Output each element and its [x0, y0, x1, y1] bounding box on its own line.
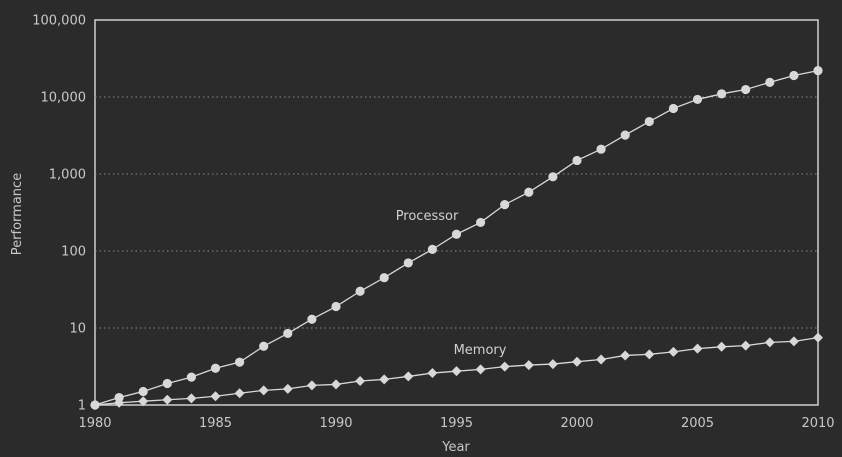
- data-point: [331, 379, 341, 390]
- data-point: [548, 172, 558, 182]
- data-point: [114, 392, 124, 403]
- data-point: [788, 336, 799, 347]
- data-point: [523, 360, 534, 371]
- data-point: [741, 84, 751, 95]
- y-tick-label: 1: [78, 399, 86, 414]
- data-point: [186, 372, 196, 382]
- data-point: [210, 363, 221, 373]
- data-point: [572, 155, 582, 166]
- data-point: [692, 94, 703, 105]
- data-point: [475, 364, 486, 375]
- data-point: [499, 361, 510, 372]
- x-tick-label: 1995: [440, 416, 473, 431]
- data-point: [620, 350, 631, 361]
- x-tick-label: 2010: [801, 416, 834, 431]
- y-axis-title: Performance: [10, 173, 25, 255]
- data-point: [692, 343, 703, 354]
- data-point: [596, 354, 607, 365]
- y-tick-label: 100: [61, 245, 86, 260]
- data-point: [162, 378, 172, 389]
- y-tick-labels: 1 10 100 1,000 10,000 100,000: [32, 14, 86, 414]
- x-tick-label: 1985: [199, 416, 232, 431]
- data-point: [331, 301, 341, 312]
- data-point: [403, 371, 414, 382]
- data-point: [234, 388, 245, 399]
- data-point: [596, 144, 606, 154]
- gridlines: [95, 96, 818, 329]
- data-point: [644, 116, 654, 127]
- data-point: [210, 391, 221, 402]
- x-tick-label: 1980: [78, 416, 111, 431]
- x-axis-title: Year: [441, 440, 470, 455]
- data-point: [789, 70, 799, 81]
- series-layer: [90, 66, 823, 410]
- data-point: [547, 359, 558, 370]
- data-point: [282, 383, 293, 394]
- data-point: [114, 397, 125, 408]
- data-point: [813, 66, 823, 76]
- series-label-memory: Memory: [454, 343, 507, 358]
- data-point: [306, 380, 317, 391]
- x-tick-label: 2000: [560, 416, 593, 431]
- data-point: [355, 375, 366, 386]
- data-point: [138, 386, 148, 397]
- y-tick-label: 1,000: [49, 168, 86, 183]
- series-processor: [90, 66, 823, 410]
- data-point: [355, 286, 365, 296]
- data-point: [716, 341, 727, 352]
- data-point: [572, 356, 582, 367]
- data-point: [258, 385, 269, 396]
- data-point: [524, 187, 534, 197]
- data-point: [813, 332, 823, 343]
- series-label-processor: Processor: [396, 209, 459, 224]
- data-point: [307, 314, 317, 324]
- data-point: [668, 346, 679, 357]
- data-point: [379, 273, 389, 283]
- data-point: [668, 103, 679, 114]
- data-point: [764, 337, 775, 348]
- data-point: [451, 366, 462, 377]
- plot-frame: [94, 19, 819, 406]
- data-point: [138, 396, 149, 407]
- x-tick-label: 1990: [319, 416, 352, 431]
- data-point: [90, 400, 100, 410]
- data-point: [427, 368, 438, 379]
- data-point: [451, 229, 462, 239]
- data-point: [186, 393, 197, 404]
- data-point: [740, 340, 751, 351]
- x-tick-label: 2005: [681, 416, 714, 431]
- data-point: [717, 89, 727, 99]
- data-point: [259, 341, 269, 351]
- data-point: [235, 357, 245, 367]
- x-tick-labels: 1980 1985 1990 1995 2000 2005 2010: [78, 416, 834, 431]
- data-point: [500, 200, 510, 210]
- data-point: [620, 130, 630, 140]
- data-point: [403, 258, 413, 268]
- y-tick-label: 10,000: [41, 91, 87, 106]
- data-point: [765, 77, 775, 87]
- data-point: [162, 394, 173, 405]
- y-tick-label: 100,000: [32, 14, 86, 29]
- data-point: [379, 374, 390, 385]
- data-point: [283, 328, 293, 339]
- data-point: [476, 217, 486, 228]
- data-point: [644, 349, 655, 360]
- y-tick-label: 10: [69, 322, 86, 337]
- series-memory: [90, 332, 823, 410]
- data-point: [427, 244, 437, 254]
